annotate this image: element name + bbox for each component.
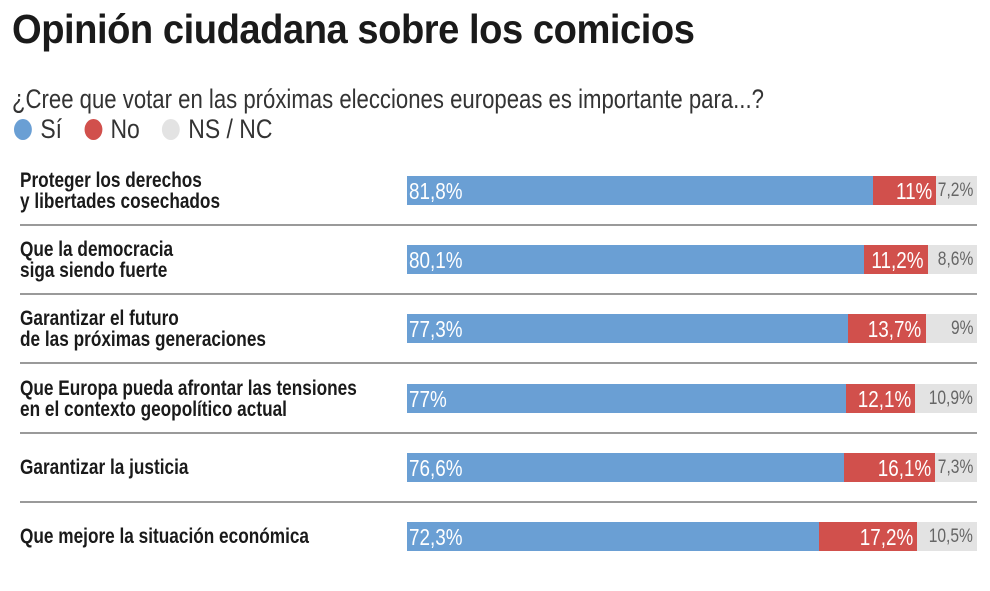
- bar-segment-nsnc: 9%: [925, 314, 977, 344]
- bar-segment-no: 16,1%: [843, 452, 936, 482]
- category-label: Que Europa pueda afrontar las tensiones e…: [20, 376, 357, 421]
- chart-subtitle: ¿Cree que votar en las próximas eleccion…: [12, 84, 764, 114]
- bar-segment-no: 12,1%: [845, 383, 915, 413]
- data-label: 17,2%: [859, 524, 914, 550]
- data-label: 16,1%: [877, 454, 932, 481]
- bar-row: Que la democracia siga siendo fuerte 80,1%…: [0, 239, 990, 314]
- bar-segment-si: 76,6%: [407, 452, 844, 482]
- data-label: 81,8%: [409, 178, 463, 204]
- data-label: 11,2%: [871, 247, 924, 274]
- data-label: 80,1%: [409, 247, 463, 274]
- row-divider: [20, 500, 977, 503]
- row-divider: [20, 224, 977, 226]
- bar-segment-nsnc: 8,6%: [927, 245, 977, 275]
- data-label: 77,3%: [409, 316, 463, 343]
- bar-segment-no: 13,7%: [847, 314, 926, 344]
- bar-segment-nsnc: 7,3%: [935, 452, 977, 482]
- category-label: Que mejore la situación económica: [20, 525, 310, 548]
- bar-segment-si: 72,3%: [407, 522, 820, 551]
- data-label: 13,7%: [868, 316, 922, 343]
- bar-row: Que Europa pueda afrontar las tensiones e…: [0, 378, 990, 453]
- row-divider: [20, 431, 977, 434]
- row-divider: [20, 362, 977, 365]
- legend-label: Sí: [40, 114, 63, 144]
- bar-segment-no: 17,2%: [819, 522, 918, 551]
- bar-row: Garantizar el futuro de las próximas gene…: [0, 308, 990, 383]
- legend-item: NS / NC: [161, 114, 273, 145]
- bar-segment-no: 11%: [873, 176, 936, 205]
- legend-item: Sí: [14, 114, 62, 145]
- bar-segment-no: 11,2%: [864, 245, 928, 275]
- legend-dot-icon: [161, 119, 180, 140]
- legend-dot-icon: [14, 119, 32, 140]
- data-label: 7,3%: [937, 456, 973, 478]
- bar-row: Proteger los derechos y libertades cosech…: [0, 170, 990, 245]
- bar-segment-nsnc: 10,5%: [917, 522, 977, 551]
- category-label: Que la democracia siga siendo fuerte: [20, 238, 174, 283]
- legend-item: No: [84, 114, 140, 145]
- legend-label: NS / NC: [188, 114, 273, 144]
- bar-segment-si: 80,1%: [407, 245, 865, 275]
- data-label: 76,6%: [409, 454, 463, 481]
- category-label: Garantizar la justicia: [20, 455, 189, 479]
- bar-segment-nsnc: 10,9%: [914, 383, 977, 413]
- category-label: Garantizar el futuro de las próximas gene…: [20, 307, 266, 352]
- row-divider: [20, 293, 977, 296]
- category-label: Proteger los derechos y libertades cosech…: [20, 169, 221, 213]
- data-label: 10,9%: [928, 387, 973, 409]
- data-label: 12,1%: [857, 385, 911, 412]
- data-label: 7,2%: [937, 180, 973, 201]
- bar-row: Garantizar la justicia 76,6% 16,1% 7,3%: [0, 452, 990, 522]
- chart-title: Opinión ciudadana sobre los comicios: [12, 6, 695, 52]
- legend: Sí No NS / NC: [14, 114, 295, 145]
- bar-row: Que mejore la situación económica 72,3% 17…: [0, 522, 990, 591]
- data-label: 11%: [895, 178, 932, 204]
- bar-segment-si: 77,3%: [407, 314, 848, 344]
- bar-segment-nsnc: 7,2%: [935, 176, 977, 205]
- data-label: 72,3%: [409, 524, 463, 550]
- data-label: 9%: [950, 318, 973, 340]
- legend-dot-icon: [84, 119, 102, 140]
- bar-segment-si: 81,8%: [407, 176, 874, 205]
- data-label: 77%: [409, 385, 447, 412]
- bar-segment-si: 77%: [407, 383, 846, 413]
- data-label: 10,5%: [928, 526, 973, 547]
- data-label: 8,6%: [937, 249, 973, 271]
- legend-label: No: [110, 114, 140, 144]
